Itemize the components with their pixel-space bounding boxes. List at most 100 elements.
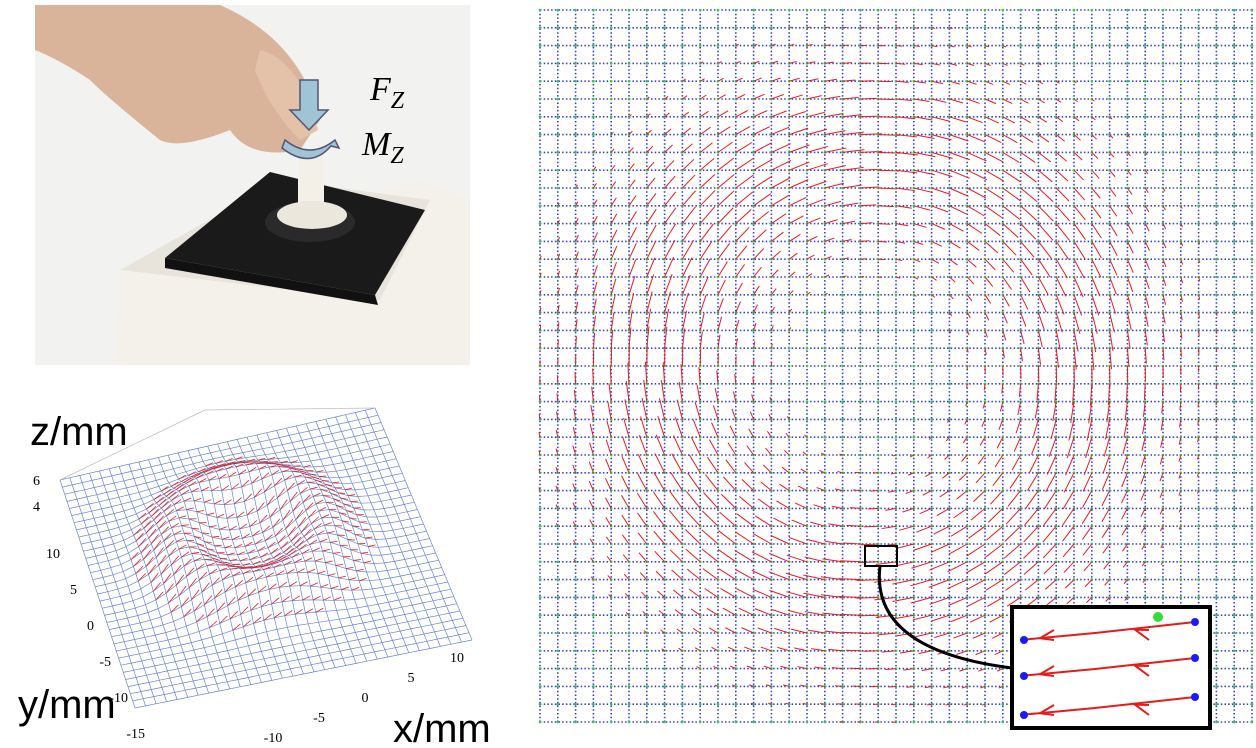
- node: [717, 9, 720, 12]
- node: [966, 9, 969, 12]
- node: [984, 27, 987, 30]
- displacement: [825, 27, 829, 28]
- node: [574, 614, 577, 617]
- node: [948, 721, 951, 724]
- node: [628, 703, 631, 706]
- node: [646, 9, 649, 12]
- node: [1251, 329, 1254, 332]
- node: [1233, 116, 1236, 119]
- node: [1091, 9, 1094, 12]
- node: [557, 44, 560, 47]
- node: [574, 685, 577, 688]
- node: [735, 703, 738, 706]
- x-tick-label: -10: [264, 731, 283, 746]
- node: [1215, 614, 1218, 617]
- node: [859, 400, 862, 403]
- node: [557, 187, 560, 190]
- node: [628, 667, 631, 670]
- node: [1108, 62, 1111, 65]
- node: [557, 721, 560, 724]
- node: [592, 27, 595, 30]
- node: [1251, 721, 1254, 724]
- node: [1251, 27, 1254, 30]
- node: [592, 721, 595, 724]
- node: [699, 27, 702, 30]
- displacement: [909, 704, 914, 705]
- node: [1180, 44, 1183, 47]
- node: [1233, 383, 1236, 386]
- node: [1180, 169, 1183, 172]
- displacement: [853, 490, 860, 491]
- node: [1233, 650, 1236, 653]
- node: [628, 27, 631, 30]
- node: [557, 578, 560, 581]
- node: [1215, 187, 1218, 190]
- node: [806, 400, 809, 403]
- node: [841, 311, 844, 314]
- node: [1002, 721, 1005, 724]
- node: [824, 311, 827, 314]
- node: [539, 98, 542, 101]
- node: [859, 436, 862, 439]
- node: [663, 9, 666, 12]
- node: [557, 650, 560, 653]
- node: [1233, 240, 1236, 243]
- node: [841, 383, 844, 386]
- node: [1251, 400, 1254, 403]
- node: [1233, 44, 1236, 47]
- node: [1233, 596, 1236, 599]
- node: [1251, 62, 1254, 65]
- node: [628, 721, 631, 724]
- node: [1197, 187, 1200, 190]
- node: [1108, 80, 1111, 83]
- node: [592, 98, 595, 101]
- node: [646, 62, 649, 65]
- node: [1251, 169, 1254, 172]
- displacement: [860, 259, 866, 260]
- node: [539, 44, 542, 47]
- node: [1215, 632, 1218, 635]
- node: [1197, 222, 1200, 225]
- displacement: [949, 28, 952, 29]
- node: [592, 62, 595, 65]
- node: [1251, 436, 1254, 439]
- inset-node: [1191, 654, 1199, 662]
- node: [681, 9, 684, 12]
- photo: FZ MZ: [35, 5, 470, 365]
- node: [539, 561, 542, 564]
- node: [877, 365, 880, 368]
- displacement: [1216, 313, 1217, 316]
- node: [592, 703, 595, 706]
- node: [1215, 240, 1218, 243]
- node: [1215, 80, 1218, 83]
- node: [1180, 133, 1183, 136]
- node: [788, 721, 791, 724]
- node: [1197, 169, 1200, 172]
- node: [592, 614, 595, 617]
- node: [1197, 525, 1200, 528]
- node: [824, 329, 827, 332]
- displacement: [1216, 437, 1217, 440]
- node: [1197, 9, 1200, 12]
- node: [1126, 9, 1129, 12]
- node: [1162, 9, 1165, 12]
- node: [1144, 596, 1147, 599]
- node: [1162, 98, 1165, 101]
- node: [1233, 685, 1236, 688]
- node: [1019, 44, 1022, 47]
- node: [574, 667, 577, 670]
- node: [735, 721, 738, 724]
- node: [539, 578, 542, 581]
- node: [610, 98, 613, 101]
- node: [1126, 62, 1129, 65]
- node: [1108, 27, 1111, 30]
- node: [699, 721, 702, 724]
- node: [930, 329, 933, 332]
- x-axis-label: x/mm: [393, 707, 491, 748]
- node: [1251, 489, 1254, 492]
- node: [681, 685, 684, 688]
- node: [557, 9, 560, 12]
- node: [1233, 507, 1236, 510]
- node: [1019, 27, 1022, 30]
- node: [592, 9, 595, 12]
